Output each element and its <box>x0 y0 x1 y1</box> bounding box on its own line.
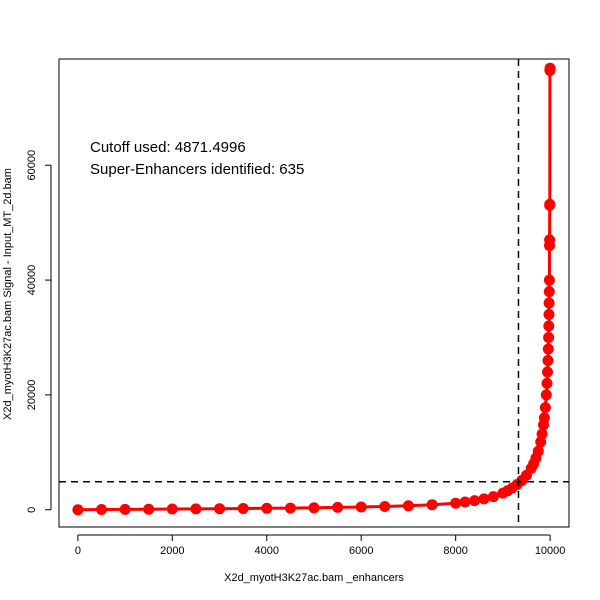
annotation-cutoff: Cutoff used: 4871.4996 <box>90 139 246 156</box>
x-tick-label: 8000 <box>443 545 467 557</box>
data-point <box>284 502 296 514</box>
data-point <box>541 377 553 389</box>
data-point <box>308 502 320 514</box>
data-point <box>544 198 556 210</box>
data-point <box>214 503 226 515</box>
data-point <box>543 332 555 343</box>
y-axis-title: X2d_myotH3K27ac.bam Signal - Input_MT_2d… <box>2 168 14 420</box>
data-point <box>143 503 155 515</box>
data-point <box>469 495 481 507</box>
data-point <box>379 501 391 512</box>
data-point <box>261 502 273 514</box>
y-tick-label: 60000 <box>26 150 38 181</box>
data-point <box>542 366 553 378</box>
annotation-super-enhancers: Super-Enhancers identified: 635 <box>90 161 304 178</box>
data-point <box>543 286 555 298</box>
data-point <box>543 297 555 309</box>
curve-group <box>72 62 556 516</box>
data-point <box>543 274 555 286</box>
data-point <box>402 500 414 512</box>
data-point <box>532 445 544 457</box>
data-point <box>543 320 555 332</box>
data-point <box>72 504 84 516</box>
data-point <box>96 504 107 515</box>
data-point <box>544 234 556 246</box>
data-point <box>544 62 556 74</box>
data-point <box>119 503 131 515</box>
x-axis-title: X2d_myotH3K27ac.bam _enhancers <box>224 572 404 584</box>
y-tick-label: 40000 <box>26 265 38 296</box>
data-point <box>538 412 550 424</box>
data-point <box>542 355 554 366</box>
data-point <box>190 503 202 515</box>
y-tick-label: 20000 <box>26 380 38 411</box>
y-axis: 0 20000 40000 60000 <box>26 150 52 513</box>
data-point <box>332 501 344 513</box>
data-point <box>478 493 490 505</box>
signal-curve <box>77 67 552 512</box>
data-point <box>450 497 462 509</box>
data-point <box>543 309 555 320</box>
x-tick-label: 0 <box>75 545 81 557</box>
data-point <box>487 491 499 503</box>
x-tick-label: 2000 <box>160 545 184 557</box>
x-tick-label: 4000 <box>255 545 279 557</box>
data-point <box>237 503 249 514</box>
data-point <box>459 496 471 508</box>
data-point <box>540 389 552 401</box>
y-tick-label: 0 <box>26 507 38 513</box>
data-point <box>355 501 367 513</box>
data-point <box>539 402 551 414</box>
data-point <box>536 428 548 440</box>
x-tick-label: 10000 <box>535 545 566 557</box>
data-point <box>542 343 554 355</box>
data-point <box>426 499 438 511</box>
data-point <box>166 503 178 515</box>
x-axis: 0 2000 4000 6000 8000 10000 <box>75 534 566 557</box>
plot-frame <box>58 58 570 528</box>
x-tick-label: 6000 <box>349 545 373 557</box>
